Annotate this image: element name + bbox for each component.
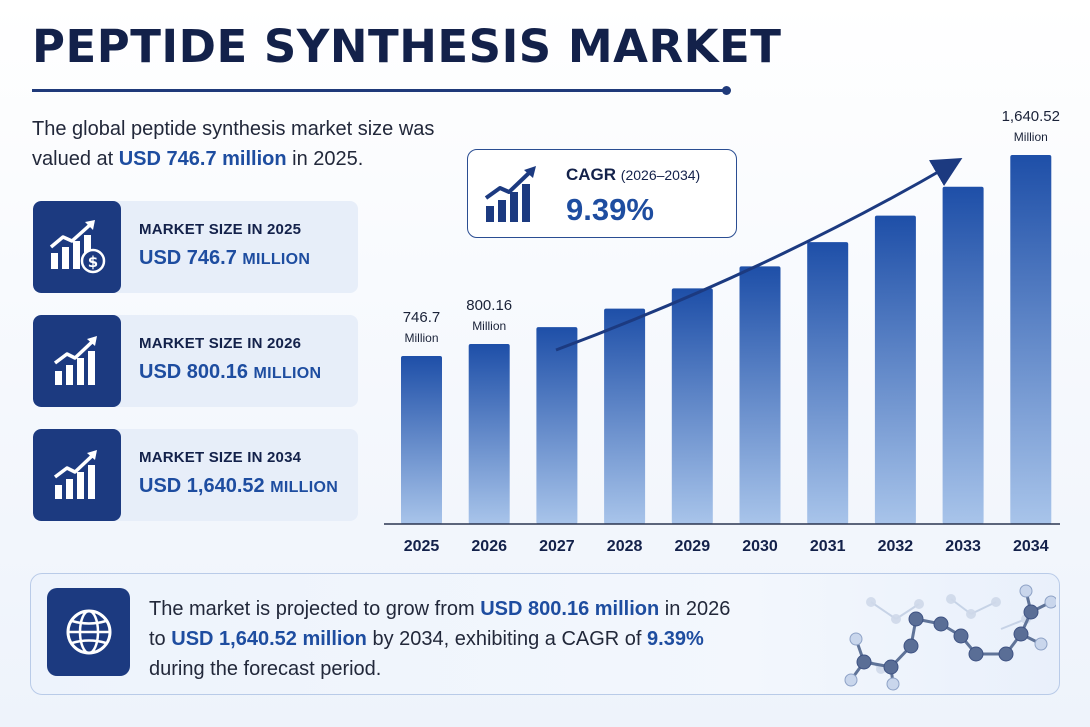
bar-2025: [401, 356, 442, 524]
page-title: PEPTIDE SYNTHESIS MARKET: [32, 20, 782, 73]
x-tick-label: 2027: [539, 538, 575, 555]
growth-chart-icon: [33, 429, 121, 521]
title-underline: [32, 89, 727, 92]
x-tick-label: 2033: [945, 538, 981, 555]
summary-box: The market is projected to grow from USD…: [30, 573, 1060, 695]
summary-text: The market is projected to grow from USD…: [149, 598, 731, 680]
x-tick-label: 2025: [404, 538, 440, 555]
stat-value: USD 746.7 MILLION: [139, 247, 311, 269]
growth-chart-icon: [33, 315, 121, 407]
title-underline-dot: [722, 86, 731, 95]
x-tick-label: 2026: [471, 538, 507, 555]
intro-value: USD 746.7 million: [118, 148, 287, 170]
data-label-value: 800.16: [466, 297, 512, 314]
globe-icon: [47, 588, 130, 676]
growth-chart-icon: [482, 164, 544, 231]
bar-2030: [739, 266, 781, 524]
intro-line2-post: in 2025.: [286, 148, 364, 170]
bar-2028: [604, 308, 646, 524]
x-tick-label: 2034: [1013, 538, 1049, 555]
x-tick-label: 2028: [607, 538, 643, 555]
stat-label: MARKET SIZE IN 2034: [139, 449, 302, 466]
bar-2032: [874, 215, 916, 524]
stat-label: MARKET SIZE IN 2025: [139, 221, 302, 238]
bar-2029: [671, 288, 713, 524]
cagr-box: CAGR (2026–2034) 9.39%: [467, 149, 737, 238]
data-label-value: 746.7: [403, 309, 441, 326]
chart-dollar-icon: $: [33, 201, 121, 293]
data-label-unit: Million: [404, 331, 438, 345]
stat-value: USD 1,640.52 MILLION: [139, 475, 339, 497]
stat-value: USD 800.16 MILLION: [139, 361, 322, 383]
bar-2031: [807, 242, 849, 524]
bar-2034: [1010, 155, 1052, 524]
data-label-unit: Million: [472, 319, 506, 333]
bar-2026: [468, 344, 510, 524]
trend-arrow: [555, 157, 963, 352]
stat-card-2025: $ MARKET SIZE IN 2025 USD 746.7 MILLION: [33, 201, 358, 293]
market-bar-chart: 2025 2026 2027 2028 2029 2030 2031 2032 2033 2034…: [384, 108, 1060, 555]
x-tick-label: 2031: [810, 538, 846, 555]
data-label-value: 1,640.52: [1002, 108, 1060, 125]
intro-line1: The global peptide synthesis market size…: [32, 118, 435, 140]
x-tick-label: 2032: [878, 538, 914, 555]
bar-2033: [942, 186, 984, 525]
cagr-value: 9.39%: [566, 192, 654, 227]
stat-card-2034: MARKET SIZE IN 2034 USD 1,640.52 MILLION: [33, 429, 358, 521]
data-label-unit: Million: [1014, 130, 1048, 144]
cagr-label: CAGR (2026–2034): [566, 165, 701, 184]
molecule-illustration: [844, 584, 1056, 691]
stat-card-2026: MARKET SIZE IN 2026 USD 800.16 MILLION: [33, 315, 358, 407]
x-tick-label: 2029: [675, 538, 711, 555]
x-tick-label: 2030: [742, 538, 778, 555]
intro-line2-pre: valued at: [32, 148, 119, 170]
stat-label: MARKET SIZE IN 2026: [139, 335, 302, 352]
bar-2027: [536, 327, 578, 524]
svg-text:$: $: [88, 253, 98, 271]
intro-text: The global peptide synthesis market size…: [32, 114, 482, 174]
